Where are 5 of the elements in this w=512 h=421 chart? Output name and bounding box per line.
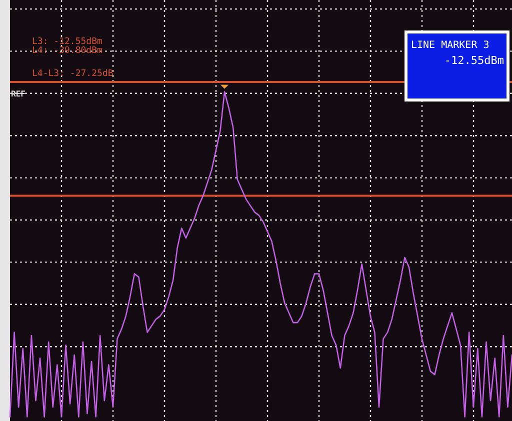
text: L4-L3: -27.25dB <box>32 69 114 79</box>
text: L3: -12.55dBm <box>32 37 102 47</box>
annotation: REF <box>11 89 26 98</box>
info-box: LINE MARKER 3 -12.55dBm <box>404 30 510 102</box>
text: L4: -39.80dBm <box>32 46 102 56</box>
